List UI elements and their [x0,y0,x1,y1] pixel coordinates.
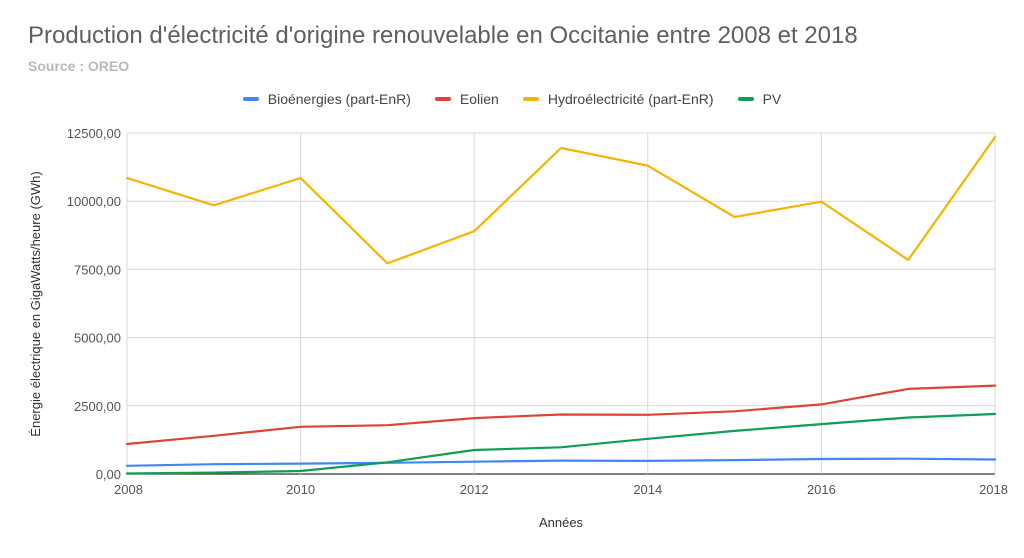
y-tick-label: 2500,00 [74,399,121,414]
x-tick-label: 2012 [460,482,489,497]
chart-legend: Bioénergies (part-EnR) Eolien Hydroélect… [0,91,1024,107]
x-tick-label: 2018 [979,482,1008,497]
legend-swatch-hydro [522,97,539,101]
y-tick-label: 12500,00 [67,126,121,141]
series-line-bioenergies[interactable] [125,457,997,467]
legend-label-pv: PV [762,91,782,107]
y-tick-label: 7500,00 [74,262,121,277]
legend-swatch-bioenergies [242,97,259,101]
grid [126,132,996,475]
legend-label-eolien: Eolien [459,91,499,107]
x-tick-label: 2014 [633,482,662,497]
x-tick-label: 2008 [114,482,143,497]
series-lines [125,136,997,475]
series-line-hydro[interactable] [125,136,997,265]
x-axis-title: Années [539,515,584,530]
x-tick-label: 2010 [286,482,315,497]
legend-item-pv[interactable]: PV [737,91,782,107]
series-line-pv[interactable] [125,412,997,475]
y-tick-label: 0,00 [96,467,121,482]
legend-label-bioenergies: Bioénergies (part-EnR) [267,91,411,107]
y-axis-title: Énergie électrique en GigaWatts/heure (G… [28,171,43,436]
tick-labels: 0,00 2500,00 5000,00 7500,00 10000,00 12500,0… [67,126,1008,497]
y-tick-label: 10000,00 [67,194,121,209]
legend-item-bioenergies[interactable]: Bioénergies (part-EnR) [242,91,411,107]
legend-item-eolien[interactable]: Eolien [434,91,499,107]
chart-subtitle: Source : OREO [28,58,130,74]
series-line-eolien[interactable] [125,384,997,446]
x-tick-label: 2016 [807,482,836,497]
chart-title: Production d'électricité d'origine renou… [28,22,858,49]
legend-swatch-pv [737,97,754,101]
legend-swatch-eolien [434,97,451,101]
legend-item-hydro[interactable]: Hydroélectricité (part-EnR) [522,91,714,107]
y-tick-label: 5000,00 [74,331,121,346]
legend-label-hydro: Hydroélectricité (part-EnR) [547,91,714,107]
